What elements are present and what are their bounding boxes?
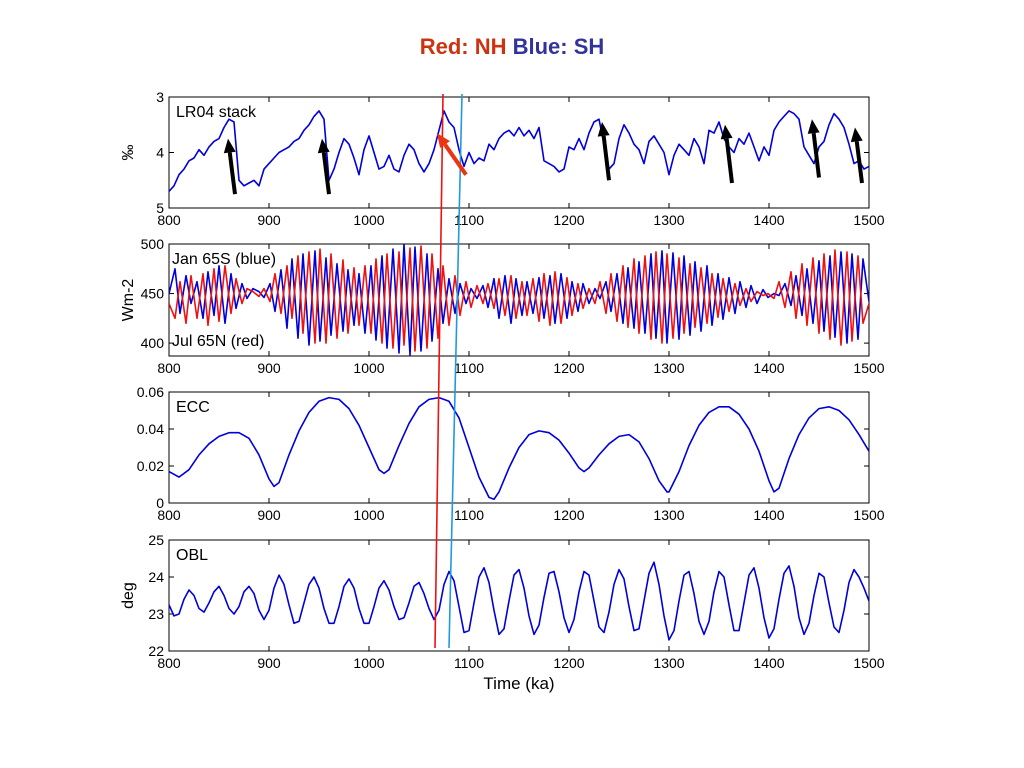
black-arrow-3-head: [597, 121, 610, 137]
black-arrow-2: [317, 138, 331, 195]
x-tick-label: 1100: [454, 655, 484, 671]
black-arrow-4-shaft: [724, 138, 734, 184]
obl-y-axis-label: deg: [120, 582, 137, 609]
black-arrow-3-shaft: [601, 135, 611, 181]
title-nh-label: Red: NH: [419, 34, 507, 59]
y-tick-label: 3: [156, 89, 164, 105]
lr04-frame: [168, 96, 870, 209]
x-tick-label: 1500: [853, 212, 884, 228]
lr04-panel-label: LR04 stack: [176, 104, 257, 121]
y-tick-label: 22: [148, 643, 164, 659]
x-tick-label: 800: [157, 655, 181, 671]
x-tick-label: 1300: [653, 212, 684, 228]
red-arrow: [437, 133, 468, 176]
insolation-series-line-1: [169, 245, 869, 352]
y-tick-label: 25: [148, 532, 164, 548]
x-tick-label: 1500: [853, 360, 884, 376]
slide-title: Red: NH Blue: SH: [0, 34, 1024, 60]
sh-marker-line: [448, 93, 463, 649]
legend-label-jan65s: Jan 65S (blue): [172, 251, 276, 268]
black-arrow-2-shaft: [321, 152, 331, 195]
x-tick-label: 1100: [454, 360, 484, 376]
nh-marker-line: [434, 93, 444, 649]
y-tick-label: 450: [141, 286, 165, 302]
red-arrow-shaft: [443, 143, 468, 176]
obl-frame: [168, 539, 870, 652]
insolation-panel: 800 900 1000 1100 1200 1300 1400 1500 400 450 500 J…: [120, 236, 885, 376]
y-tick-label: 0.04: [137, 421, 164, 437]
obl-panel-label: OBL: [176, 547, 208, 564]
x-tick-label: 1200: [553, 507, 584, 523]
insolation-y-axis-label: Wm-2: [120, 279, 137, 322]
black-arrow-1-shaft: [227, 152, 237, 195]
legend-label-jul65n: Jul 65N (red): [172, 333, 264, 350]
black-arrow-6-head: [850, 127, 863, 143]
black-arrow-4-head: [720, 124, 733, 140]
x-tick-label: 1300: [653, 360, 684, 376]
x-tick-label: 1300: [653, 507, 684, 523]
x-tick-label: 1500: [853, 655, 884, 671]
lr04-y-axis-label: ‰: [120, 145, 137, 161]
y-tick-label: 24: [148, 569, 164, 585]
red-arrow-head: [437, 133, 450, 148]
x-tick-label: 800: [157, 507, 181, 523]
y-tick-label: 400: [141, 335, 165, 351]
y-tick-label: 4: [156, 145, 164, 161]
x-tick-label: 900: [257, 360, 281, 376]
x-tick-label: 900: [257, 507, 281, 523]
y-tick-label: 0.06: [137, 384, 164, 400]
x-tick-label: 1400: [753, 507, 784, 523]
ecc-panel: 800 900 1000 1100 1200 1300 1400 1500 0 0.02 0.04 0…: [137, 384, 885, 523]
y-tick-label: 0.02: [137, 458, 164, 474]
x-tick-label: 1200: [553, 212, 584, 228]
x-tick-label: 1500: [853, 507, 884, 523]
x-tick-label: 1100: [454, 507, 484, 523]
x-tick-label: 1000: [353, 655, 384, 671]
x-tick-label: 1400: [753, 212, 784, 228]
x-tick-label: 1300: [653, 655, 684, 671]
x-tick-label: 800: [157, 212, 181, 228]
black-arrow-1-head: [223, 138, 236, 154]
x-tick-label: 1000: [353, 212, 384, 228]
x-tick-label: 1200: [553, 655, 584, 671]
x-tick-label: 1400: [753, 360, 784, 376]
lr04-series-line-0: [169, 110, 869, 192]
black-arrow-6: [850, 127, 864, 184]
y-tick-label: 0: [156, 495, 164, 511]
x-tick-label: 1400: [753, 655, 784, 671]
x-tick-label: 1100: [454, 212, 484, 228]
ecc-panel-label: ECC: [176, 399, 210, 416]
obl-panel: 800 900 1000 1100 1200 1300 1400 1500 22 23 24 25 OB…: [120, 532, 885, 693]
y-tick-label: 5: [156, 200, 164, 216]
obl-series-line-0: [169, 561, 869, 641]
y-tick-label: 500: [141, 236, 165, 252]
black-arrow-3: [597, 121, 611, 181]
black-arrow-2-head: [317, 138, 330, 154]
x-axis-label: Time (ka): [483, 674, 554, 693]
y-tick-label: 23: [148, 606, 164, 622]
ecc-series-line-0: [169, 396, 869, 501]
x-tick-label: 800: [157, 360, 181, 376]
lr04-panel: 800 900 1000 1100 1200 1300 1400 1500 3 4 5 LR04 st…: [120, 89, 885, 228]
black-arrow-5-shaft: [811, 132, 821, 178]
x-tick-label: 1000: [353, 360, 384, 376]
black-arrow-1: [223, 138, 237, 195]
x-tick-label: 900: [257, 212, 281, 228]
black-arrow-6-shaft: [854, 141, 864, 184]
x-tick-label: 900: [257, 655, 281, 671]
title-sh-label: Blue: SH: [512, 34, 605, 59]
black-arrow-4: [720, 124, 734, 184]
black-arrow-5: [807, 119, 821, 178]
x-tick-label: 1200: [553, 360, 584, 376]
black-arrow-5-head: [807, 119, 820, 134]
x-tick-label: 1000: [353, 507, 384, 523]
